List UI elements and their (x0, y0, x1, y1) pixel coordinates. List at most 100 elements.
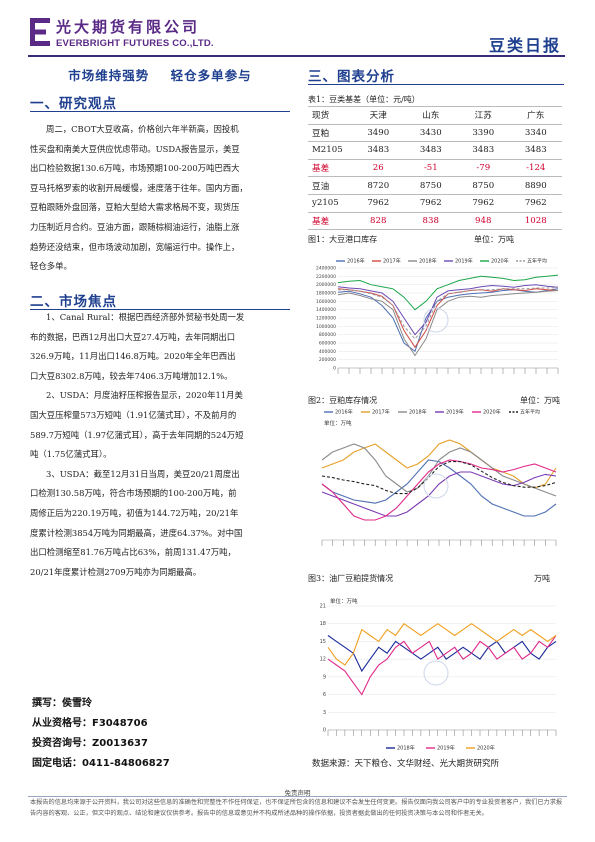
watermark-icon (423, 473, 449, 499)
series-line (338, 287, 559, 340)
table-row: 豆油 8720 8750 8750 8890 (308, 176, 562, 195)
table-cell: 基差 (308, 211, 352, 231)
section2-line: 周修正后为220.19万吨，初值为144.72万吨，20/21年 (30, 507, 239, 518)
table-cell: 8750 (404, 176, 457, 195)
legend-label: 五年平均 (527, 258, 547, 265)
series-line (327, 635, 557, 673)
table-cell: 8720 (352, 176, 405, 195)
section2-line: 1、Canal Rural：根据巴西经济部外贸秘书处周一发 (46, 312, 245, 322)
table-cell: 基差 (308, 158, 352, 178)
headline: 市场维持强势 轻仓多单参与 (30, 65, 290, 84)
section1-line: 轻仓多单。 (30, 261, 72, 272)
legend-label: 2018年 (419, 258, 437, 265)
table-cell: -51 (404, 158, 457, 178)
table-cell: 1028 (509, 211, 562, 231)
table-cell: 7962 (509, 193, 562, 213)
y-tick-label: 600000 (319, 341, 336, 347)
watermark-icon (423, 660, 449, 686)
y-tick-label: 21 (320, 604, 326, 610)
table-header-cell: 山东 (404, 106, 457, 125)
figure1-caption: 图1：大豆港口库存 (308, 235, 378, 244)
section2-line: 吨（1.75亿蒲式耳）。 (30, 449, 112, 460)
figure2-caption: 图2：豆粕库存情况 (308, 396, 378, 405)
series-line (321, 439, 557, 489)
watermark-icon (423, 307, 449, 333)
figure3-caption-row: 图3：油厂豆粕提货情况 万吨 (308, 573, 564, 584)
y-tick-label: 15 (320, 639, 326, 645)
table-cell: 3430 (404, 123, 457, 143)
y-tick-label: 1400000 (316, 307, 336, 313)
y-tick-label: 2200000 (316, 274, 336, 280)
figure3-unit: 万吨 (534, 574, 550, 583)
chart-unit-label: 单位：万吨 (324, 419, 352, 427)
y-tick-label: 1000000 (316, 324, 336, 330)
figure3-caption: 图3：油厂豆粕提货情况 (308, 574, 394, 583)
basis-table: 现货 天津 山东 江苏 广东 豆粕 3490 3430 3390 3340 M2… (308, 106, 562, 231)
section2-line: 326.9万吨，11月出口146.8万吨。2020年全年巴西出 (30, 351, 236, 362)
table-cell: 3490 (352, 123, 405, 143)
series-line (321, 443, 557, 497)
y-tick-label: 2400000 (316, 266, 336, 272)
author-consult: 投资咨询号：Z0013637 (32, 738, 148, 749)
y-tick-label: 800000 (319, 332, 336, 338)
author-writer: 撰写：侯雪玲 (32, 698, 92, 709)
y-tick-label: 12 (320, 657, 326, 663)
table-cell: y2105 (308, 193, 352, 213)
meal-pickup-chart: 0 3 6 9 12 15 18 21 2018年 2019年 2020年 单位：万吨 (320, 597, 557, 752)
table-cell: 8750 (457, 176, 510, 195)
table-cell: 豆粕 (308, 123, 352, 143)
data-source: 数据来源：天下粮仓、文华财经、光大期货研究所 (312, 759, 500, 769)
section2-line: 布的数据，巴西12月出口大豆27.4万吨，去年同期出口 (30, 331, 236, 342)
y-tick-label: 400000 (319, 349, 336, 355)
header-divider (28, 55, 565, 57)
y-tick-label: 3 (323, 710, 326, 716)
table1-caption: 表1：豆类基差（单位：元/吨） (308, 95, 420, 104)
series-line (337, 290, 559, 357)
section2-line: 2、USDA：月度油籽压榨报告显示，2020年11月美 (46, 390, 243, 401)
table-cell: 838 (404, 211, 457, 231)
table-row: 基差 26 -51 -79 -124 (308, 158, 562, 178)
figure1-unit: 单位：万吨 (474, 235, 514, 244)
y-tick-label: 1200000 (316, 316, 336, 322)
legend-label: 2018年 (397, 745, 415, 752)
section1-divider (30, 111, 290, 112)
table-cell: 豆油 (308, 176, 352, 195)
headline-part2: 轻仓多单参与 (170, 68, 252, 83)
port-stock-chart: 0 200000 400000 600000 800000 1000000 1200000 1… (316, 258, 559, 374)
author-qualification: 从业资格号：F3048706 (32, 718, 148, 729)
table-cell: 7962 (352, 193, 405, 213)
table-row: 豆粕 3490 3430 3390 3340 (308, 123, 562, 143)
section2-line: 口检测130.58万吨，符合市场预期的100-200万吨，前 (30, 488, 237, 499)
y-tick-label: 18 (320, 621, 326, 627)
series-line (327, 635, 557, 696)
table-cell: -79 (457, 158, 510, 178)
series-line (321, 459, 557, 521)
section2-line: 口大豆8302.8万吨，较去年7406.3万吨增加12.1%。 (30, 370, 233, 381)
section2-line: 出口检测缩至81.76万吨占比63%，前周131.47万吨， (30, 547, 236, 558)
section2-line: 国大豆压榨量573万短吨（1.91亿蒲式耳），不及前月的 (30, 409, 237, 420)
table-cell: 828 (352, 211, 405, 231)
table-cell: 3483 (457, 141, 510, 160)
section3-title: 三、图表分析 (308, 69, 395, 85)
section2-line: 589.7万短吨（1.97亿蒲式耳），高于去年同期的524万短 (30, 429, 244, 440)
legend-label: 2020年 (491, 258, 509, 265)
table-cell: 3340 (509, 123, 562, 143)
disclaimer-text: 本报告的信息均来源于公开资料，我公司对这些信息的准确性和完整性不作任何保证，也不… (30, 799, 563, 817)
y-tick-label: 0 (333, 366, 336, 372)
section1-line: 豆粕跟随外盘回落，豆粕大型给大需求格局不变，现货压 (30, 202, 240, 213)
legend-label: 2018年 (409, 409, 427, 416)
section1-line: 豆马托格罗索的收割开局缓慢，速度落于往年。国内方面， (30, 182, 248, 193)
legend-label: 2017年 (372, 409, 390, 416)
table-cell: 3483 (404, 141, 457, 160)
table-cell: 8890 (509, 176, 562, 195)
table-header-cell: 广东 (509, 106, 562, 125)
table-cell: 7962 (457, 193, 510, 213)
company-name-en: EVERBRIGHT FUTURES CO.,LTD. (56, 38, 214, 49)
legend-label: 2020年 (477, 745, 495, 752)
table-cell: M2105 (308, 141, 352, 160)
series-line (321, 461, 557, 495)
company-logo-icon (30, 18, 50, 46)
section1-title: 一、研究观点 (30, 96, 117, 112)
page-header: 光大期货有限公司 EVERBRIGHT FUTURES CO.,LTD. 豆类日… (0, 0, 595, 62)
section2-body: 1、Canal Rural：根据巴西经济部外贸秘书处周一发 布的数据，巴西12月… (30, 308, 292, 582)
